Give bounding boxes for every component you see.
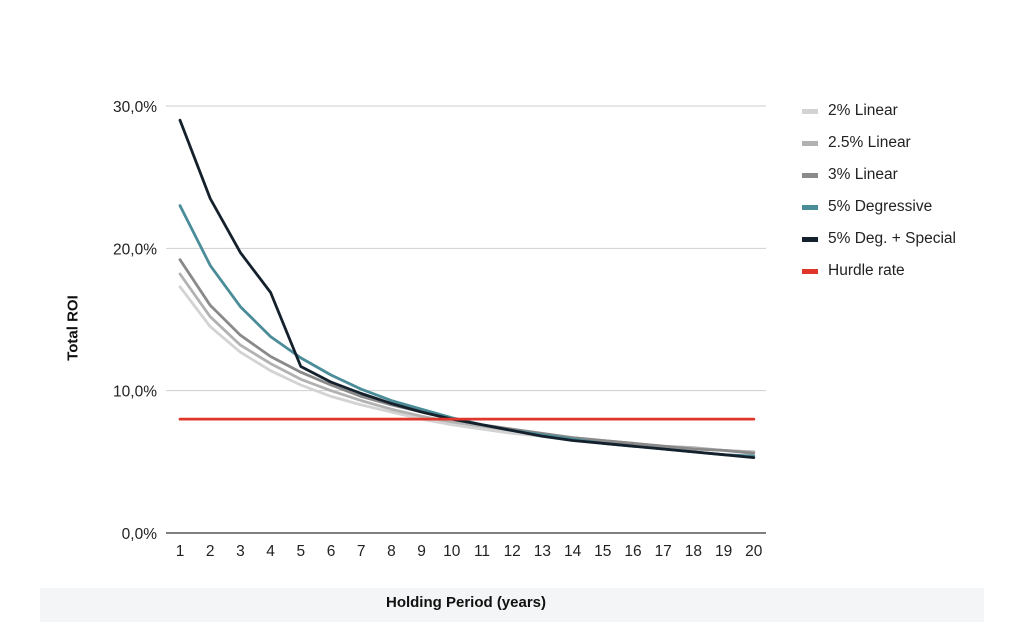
x-tick-label: 8 — [387, 543, 396, 560]
y-tick-label: 20,0% — [113, 241, 157, 258]
x-tick-label: 14 — [564, 543, 582, 560]
gridlines — [166, 105, 766, 392]
series-lines — [178, 118, 756, 460]
legend-item: 2% Linear — [802, 95, 956, 127]
x-tick-label: 15 — [594, 543, 611, 560]
x-tick-label: 12 — [504, 543, 521, 560]
legend-label: 5% Deg. + Special — [828, 230, 956, 247]
x-tick-label: 2 — [206, 543, 215, 560]
x-axis-label: Holding Period (years) — [385, 594, 547, 611]
series-line — [178, 272, 756, 454]
legend-swatch — [802, 140, 818, 146]
x-tick-label: 3 — [236, 543, 245, 560]
legend-label: 2% Linear — [828, 102, 898, 119]
x-tick-label: 7 — [357, 543, 366, 560]
x-tick-label: 10 — [443, 543, 461, 560]
legend: 2% Linear 2.5% Linear 3% Linear 5% Degressi… — [802, 95, 956, 287]
x-tick-label: 19 — [715, 543, 732, 560]
legend-swatch — [802, 108, 818, 114]
legend-swatch — [802, 236, 818, 242]
legend-item: 3% Linear — [802, 159, 956, 191]
legend-label: Hurdle rate — [828, 262, 905, 279]
x-tick-label: 5 — [296, 543, 305, 560]
y-tick-label: 10,0% — [113, 384, 157, 401]
legend-swatch — [802, 268, 818, 274]
x-tick-label: 20 — [745, 543, 763, 560]
y-axis-label: Total ROI — [64, 295, 82, 361]
legend-swatch — [802, 204, 818, 210]
x-tick-label: 4 — [266, 543, 275, 560]
legend-item: 5% Degressive — [802, 191, 956, 223]
x-tick-label: 16 — [624, 543, 641, 560]
x-tick-label: 11 — [474, 543, 490, 560]
y-tick-label: 30,0% — [113, 99, 157, 116]
legend-swatch — [802, 172, 818, 178]
legend-label: 3% Linear — [828, 166, 898, 183]
x-tick-label: 17 — [655, 543, 672, 560]
y-tick-label: 0,0% — [122, 526, 158, 543]
x-tick-label: 18 — [685, 543, 702, 560]
legend-item: Hurdle rate — [802, 255, 956, 287]
legend-label: 2.5% Linear — [828, 134, 911, 151]
series-line — [178, 285, 756, 454]
x-tick-label: 1 — [176, 543, 185, 560]
legend-label: 5% Degressive — [828, 198, 933, 215]
bottom-strip — [40, 588, 984, 622]
legend-item: 5% Deg. + Special — [802, 223, 956, 255]
legend-item: 2.5% Linear — [802, 127, 956, 159]
series-line — [178, 118, 756, 460]
x-tick-label: 9 — [417, 543, 426, 560]
x-tick-label: 6 — [327, 543, 336, 560]
axes: 0,0%10,0%20,0%30,0%1 2 3 4 5 6 7 8 9 10 11 12 13 14 15… — [113, 99, 766, 560]
x-tick-label: 13 — [534, 543, 551, 560]
